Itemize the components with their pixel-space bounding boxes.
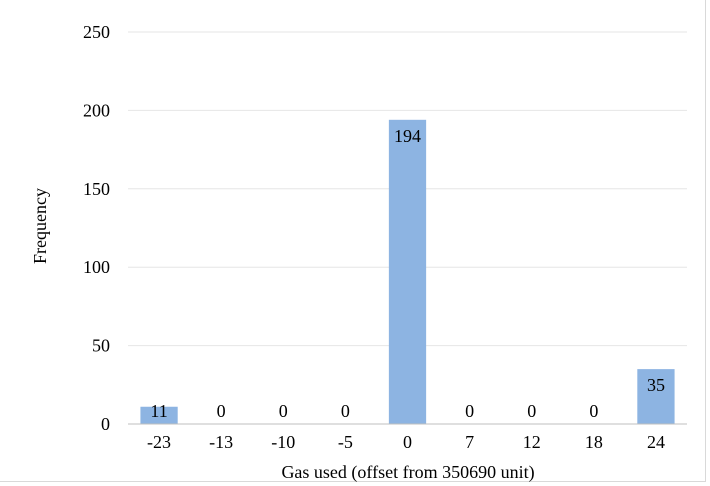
y-tick-label: 200 xyxy=(83,100,110,120)
y-tick-label: 250 xyxy=(83,22,110,42)
data-label: 0 xyxy=(341,401,350,421)
x-tick-label: 12 xyxy=(523,432,541,452)
bars xyxy=(140,119,675,425)
y-axis-title: Frequency xyxy=(30,188,50,264)
data-label: 0 xyxy=(589,401,598,421)
bar xyxy=(637,369,675,424)
data-labels: 11 0 0 0 194 0 0 0 35 xyxy=(150,126,665,421)
data-label: 194 xyxy=(394,126,421,146)
data-label: 35 xyxy=(647,375,665,395)
y-tick-label: 150 xyxy=(83,179,110,199)
x-axis-title: Gas used (offset from 350690 unit) xyxy=(281,462,534,483)
y-tick-label: 0 xyxy=(101,414,110,434)
data-label: 0 xyxy=(217,401,226,421)
x-tick-label: -23 xyxy=(147,432,171,452)
x-tick-labels: -23 -13 -10 -5 0 7 12 18 24 xyxy=(147,432,665,452)
bar xyxy=(388,119,427,425)
x-tick-label: -10 xyxy=(271,432,295,452)
y-tick-label: 100 xyxy=(83,257,110,277)
data-label: 0 xyxy=(527,401,536,421)
data-label: 0 xyxy=(279,401,288,421)
x-tick-label: 18 xyxy=(585,432,603,452)
x-tick-label: 0 xyxy=(403,432,412,452)
bar xyxy=(140,406,178,424)
x-tick-label: -5 xyxy=(338,432,353,452)
y-tick-labels: 0 50 100 150 200 250 xyxy=(83,22,110,434)
y-tick-label: 50 xyxy=(92,336,110,356)
x-tick-label: -13 xyxy=(209,432,233,452)
data-label: 0 xyxy=(465,401,474,421)
data-label: 11 xyxy=(150,401,167,421)
x-tick-label: 24 xyxy=(647,432,665,452)
x-tick-label: 7 xyxy=(465,432,474,452)
